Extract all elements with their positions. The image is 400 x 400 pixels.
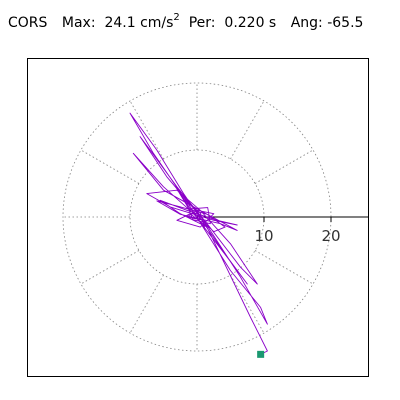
max-unit-exponent: 2 bbox=[173, 12, 180, 23]
plot-frame bbox=[27, 58, 369, 377]
radial-tick-label-10: 10 bbox=[254, 227, 273, 245]
grid-spoke-150 bbox=[80, 149, 140, 184]
end-marker-group bbox=[257, 350, 265, 358]
grid-spoke-240 bbox=[129, 274, 164, 334]
period-label: Per: bbox=[188, 15, 216, 31]
grid-spoke-30 bbox=[254, 149, 314, 184]
grid-spoke-300 bbox=[230, 274, 265, 334]
chart-header: CORS Max: 24.1 cm/s2 Per: 0.220 s Ang: -… bbox=[8, 12, 363, 34]
angle-label: Ang: bbox=[290, 15, 323, 31]
orbit-trace bbox=[129, 112, 268, 355]
angle-value: -65.5 bbox=[327, 15, 364, 31]
grid-spoke-210 bbox=[80, 250, 140, 285]
grid-spoke-330 bbox=[254, 250, 314, 285]
particle-trace bbox=[129, 112, 268, 355]
grid-spoke-60 bbox=[230, 100, 265, 160]
period-value: 0.220 s bbox=[224, 15, 277, 31]
max-label: Max: bbox=[61, 15, 96, 31]
radial-tick-label-20: 20 bbox=[321, 227, 340, 245]
station-code: CORS bbox=[8, 15, 48, 31]
grid-spoke-120 bbox=[129, 100, 164, 160]
max-value: 24.1 cm/s bbox=[104, 15, 174, 31]
radial-axis: 10 20 bbox=[197, 216, 368, 245]
end-point-marker bbox=[257, 350, 265, 358]
